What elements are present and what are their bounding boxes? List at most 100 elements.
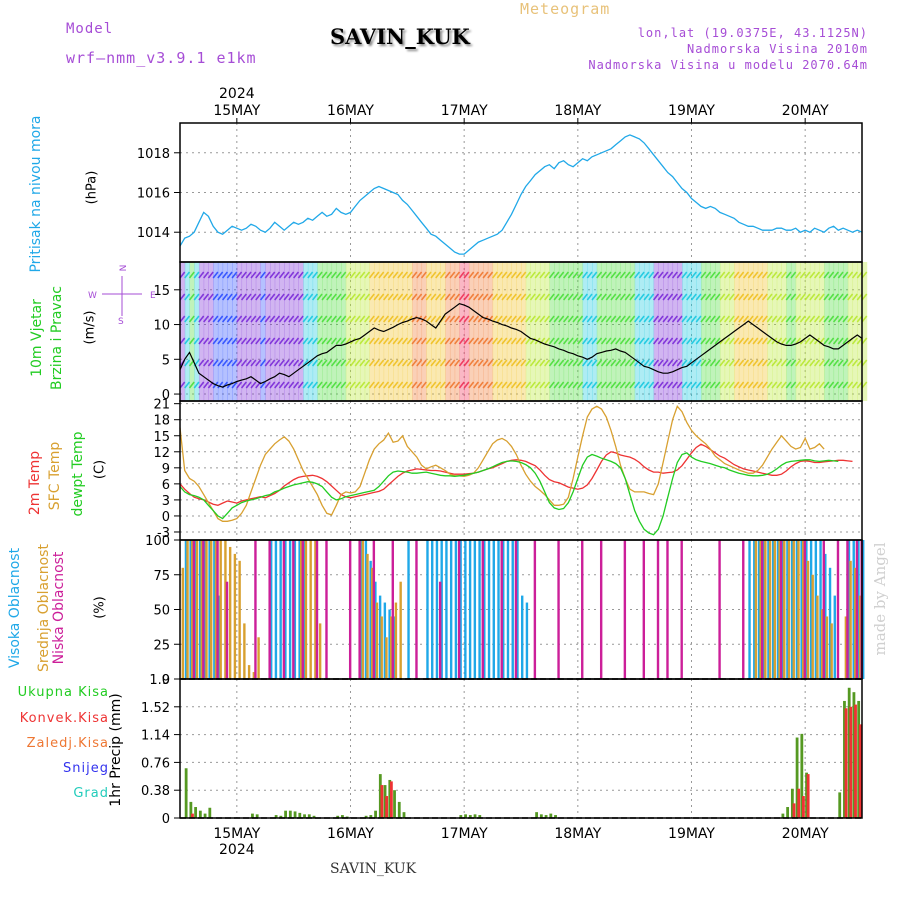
- wind-band: [710, 262, 716, 401]
- wind-band: [511, 262, 517, 401]
- wind-barb: [581, 315, 588, 323]
- wind-barb: [818, 381, 825, 389]
- wind-barb: [709, 359, 716, 367]
- wind-barb: [288, 315, 295, 323]
- wind-barb: [695, 359, 702, 367]
- wind-barb: [619, 293, 626, 301]
- bar-3-1: [238, 560, 241, 679]
- wind-barb: [326, 315, 333, 323]
- wind-barb: [278, 293, 285, 301]
- wind-barb: [311, 315, 318, 323]
- wind-band: [767, 262, 773, 401]
- wind-barb: [686, 381, 693, 389]
- wind-band: [715, 262, 721, 401]
- bar-4-0: [459, 815, 463, 818]
- wind-barb: [544, 381, 551, 389]
- bar-3-0: [814, 540, 818, 679]
- wind-barb: [392, 315, 399, 323]
- wind-barb: [278, 381, 285, 389]
- wind-band: [753, 262, 759, 401]
- wind-band: [592, 262, 598, 401]
- wind-barb: [719, 359, 726, 367]
- wind-barb: [231, 381, 238, 389]
- bar-3-2: [803, 540, 807, 679]
- wind-barb: [274, 315, 281, 323]
- wind-barb: [709, 271, 716, 279]
- wind-barb: [463, 315, 470, 323]
- wind-barb: [307, 293, 314, 301]
- wind-barb: [605, 271, 612, 279]
- wind-band: [558, 262, 565, 401]
- wind-barb: [832, 359, 839, 367]
- wind-barb: [236, 315, 243, 323]
- wind-barb: [274, 359, 281, 367]
- bar-3-1: [783, 540, 786, 679]
- wind-barb: [567, 271, 574, 279]
- wind-barb: [307, 271, 314, 279]
- wind-barb: [373, 359, 380, 367]
- wind-barb: [662, 271, 669, 279]
- wind-barb: [605, 337, 612, 345]
- wind-barb: [724, 359, 731, 367]
- wind-barb: [671, 359, 678, 367]
- compass-w: W: [88, 291, 97, 301]
- wind-barb: [255, 315, 262, 323]
- wind-barb: [264, 359, 271, 367]
- wind-barb: [454, 381, 461, 389]
- wind-band: [312, 262, 318, 401]
- wind-band: [800, 262, 806, 401]
- bar-3-0: [781, 540, 784, 679]
- wind-barb: [832, 271, 839, 279]
- wind-barb: [297, 381, 304, 389]
- wind-band: [644, 262, 650, 401]
- wind-barb: [615, 381, 622, 389]
- wind-barb: [373, 315, 380, 323]
- wind-barb: [776, 293, 783, 301]
- wind-barb: [179, 315, 186, 323]
- wind-barb: [397, 293, 404, 301]
- wind-barb: [600, 271, 607, 279]
- wind-band: [502, 262, 508, 401]
- wind-barb: [283, 337, 290, 345]
- x-day-label-top: 17MAY: [441, 103, 488, 119]
- wind-barb: [544, 337, 551, 345]
- wind-band: [269, 262, 276, 401]
- wind-barb: [856, 271, 863, 279]
- bar-3-1: [228, 546, 232, 679]
- product-label: Meteogram: [520, 0, 611, 18]
- wind-barb: [259, 271, 266, 279]
- wind-barb: [529, 381, 536, 389]
- x-day-label-top: 15MAY: [213, 103, 260, 119]
- wind-barb: [387, 359, 394, 367]
- wind-barb: [425, 381, 432, 389]
- wind-barb: [269, 337, 276, 345]
- x-day-label-top: 16MAY: [327, 103, 374, 119]
- wind-barb: [818, 315, 825, 323]
- wind-barb: [444, 337, 451, 345]
- wind-barb: [401, 381, 408, 389]
- wind-barb: [695, 381, 702, 389]
- wind-barb: [738, 315, 745, 323]
- wind-barb: [596, 359, 603, 367]
- wind-barb: [425, 271, 432, 279]
- wind-barb: [515, 293, 522, 301]
- wind-barb: [577, 359, 584, 367]
- wind-barb: [311, 271, 318, 279]
- bar-3-2: [202, 540, 205, 679]
- wind-barb: [506, 271, 513, 279]
- wind-barb: [326, 337, 333, 345]
- wind-barb: [856, 359, 863, 367]
- wind-barb: [345, 271, 352, 279]
- wind-barb: [624, 337, 631, 345]
- bar-4-0: [838, 792, 842, 818]
- wind-barb: [662, 359, 669, 367]
- wind-band: [184, 262, 190, 401]
- bar-4-0: [535, 812, 539, 818]
- bar-3-1: [375, 602, 379, 679]
- wind-band: [653, 262, 659, 401]
- wind-barb: [766, 293, 773, 301]
- wind-barb: [700, 381, 707, 389]
- wind-barb: [724, 271, 731, 279]
- wind-barb: [411, 271, 418, 279]
